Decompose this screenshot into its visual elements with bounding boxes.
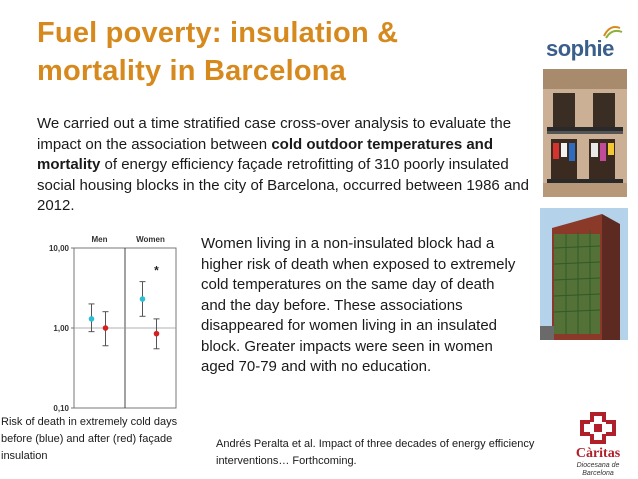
findings-paragraph: Women living in a non-insulated block ha… [201, 235, 516, 375]
data-point [88, 316, 95, 322]
sophie-logo-text: sophie [546, 36, 614, 61]
caritas-subtitle: Diocesana de Barcelona [576, 462, 620, 477]
data-point [139, 296, 146, 302]
caritas-cross-icon [580, 412, 616, 444]
intro-bold-text: cold outdoor temperatures and mortality [37, 135, 494, 174]
building-photo [540, 208, 628, 340]
y-tick-label: 10,00 [49, 244, 70, 253]
category-label: Women [136, 235, 165, 244]
category-label: Men [92, 235, 108, 244]
balcony-photo [543, 69, 627, 197]
sophie-logo-mark [603, 26, 623, 39]
slide-title: Fuel poverty: insulation & mortality in … [37, 17, 399, 87]
intro-text-1: We carried out a time stratified case cr… [37, 115, 512, 153]
y-tick-label: 1,00 [53, 324, 69, 333]
intro-text-2: of energy efficiency façade retrofitting… [37, 156, 529, 214]
intro-paragraph: We carried out a time stratified case cr… [37, 114, 537, 217]
sophie-logo: sophie [546, 22, 624, 62]
data-point [102, 325, 109, 331]
significance-marker: * [154, 264, 159, 278]
y-tick-label: 0,10 [53, 404, 69, 413]
caritas-name: Càritas [575, 446, 621, 461]
data-point [153, 330, 160, 337]
chart-caption: Risk of death in extremely cold days bef… [0, 414, 201, 465]
caritas-logo: Càritas Diocesana de Barcelona [564, 410, 632, 477]
risk-chart-svg: 10,00 1,00 0,10 Men Women * [49, 235, 177, 413]
risk-chart: 10,00 1,00 0,10 Men Women * [30, 224, 180, 420]
reference-citation: Andrés Peralta et al. Impact of three de… [216, 438, 535, 467]
